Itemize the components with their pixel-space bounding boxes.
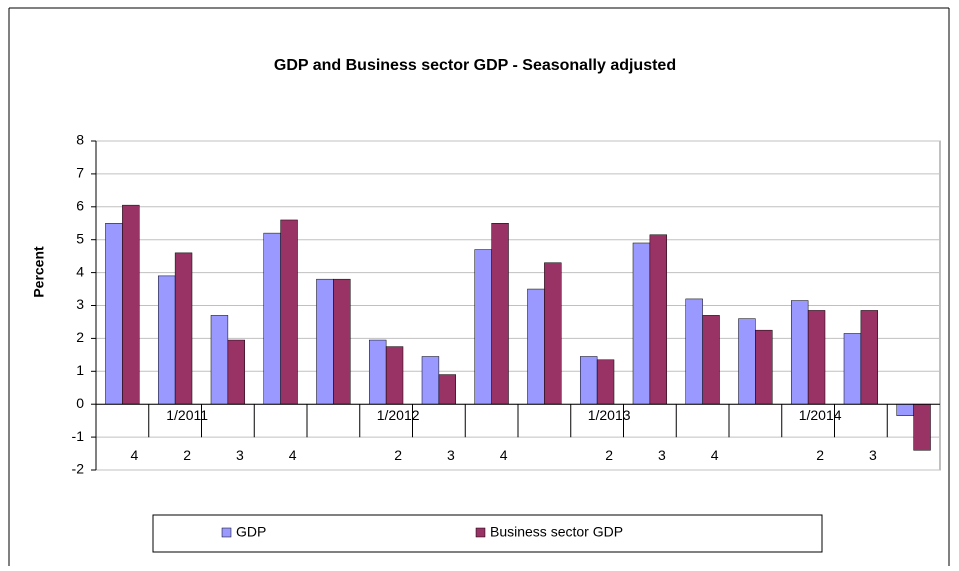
bar xyxy=(474,249,492,405)
bar xyxy=(738,318,756,405)
bar xyxy=(596,359,615,405)
bar xyxy=(385,346,404,405)
x-tick-label: 1/2014 xyxy=(799,407,842,423)
bar xyxy=(685,298,703,405)
bar xyxy=(913,403,931,451)
bar xyxy=(157,275,176,405)
legend-swatch xyxy=(475,527,486,538)
bar xyxy=(105,223,123,405)
bar xyxy=(263,232,281,405)
x-tick-label: 2 xyxy=(394,447,402,463)
bar xyxy=(210,315,229,405)
x-tick-label: 4 xyxy=(130,447,138,463)
bar xyxy=(807,310,826,405)
y-axis-label: Percent xyxy=(31,246,47,298)
x-tick-label: 4 xyxy=(711,447,719,463)
bar xyxy=(227,339,246,405)
y-tick-label: -2 xyxy=(72,461,85,477)
bar xyxy=(421,356,440,405)
legend xyxy=(152,514,823,553)
y-tick-label: 2 xyxy=(76,329,84,345)
x-tick-label: 2 xyxy=(183,447,191,463)
bar xyxy=(843,333,862,405)
y-tick-label: 1 xyxy=(76,362,84,378)
y-tick-label: 5 xyxy=(76,230,84,246)
bar xyxy=(896,403,914,416)
x-tick-label: 3 xyxy=(658,447,666,463)
bar xyxy=(438,374,457,405)
legend-label: GDP xyxy=(236,524,266,540)
bar xyxy=(122,204,140,405)
bar xyxy=(790,300,809,405)
bar xyxy=(544,262,562,405)
x-tick-label: 1/2012 xyxy=(377,407,420,423)
bar xyxy=(316,278,334,405)
y-tick-label: 3 xyxy=(76,296,84,312)
bar xyxy=(702,315,720,405)
bar xyxy=(632,242,651,405)
x-tick-label: 3 xyxy=(869,447,877,463)
bar xyxy=(368,339,387,405)
x-tick-label: 4 xyxy=(500,447,508,463)
y-tick-label: 7 xyxy=(76,165,84,181)
bar xyxy=(174,252,193,405)
y-tick-label: 8 xyxy=(76,132,84,148)
bar xyxy=(491,223,509,405)
bar xyxy=(280,219,298,405)
bar xyxy=(860,310,879,405)
y-tick-label: 4 xyxy=(76,263,84,279)
x-tick-label: 3 xyxy=(447,447,455,463)
bar xyxy=(579,356,598,405)
bar xyxy=(527,288,545,405)
x-tick-label: 4 xyxy=(289,447,297,463)
legend-label: Business sector GDP xyxy=(490,524,623,540)
y-tick-label: 6 xyxy=(76,198,84,214)
bar xyxy=(649,234,668,405)
x-tick-label: 1/2013 xyxy=(588,407,631,423)
bar xyxy=(333,278,351,405)
bar xyxy=(755,329,773,405)
y-tick-label: 0 xyxy=(76,395,84,411)
x-tick-label: 2 xyxy=(816,447,824,463)
y-tick-label: -1 xyxy=(72,428,85,444)
x-tick-label: 1/2011 xyxy=(166,407,208,423)
legend-swatch xyxy=(221,527,232,538)
chart-title: GDP and Business sector GDP - Seasonally… xyxy=(274,57,676,74)
x-tick-label: 2 xyxy=(605,447,613,463)
x-tick-label: 3 xyxy=(236,447,244,463)
